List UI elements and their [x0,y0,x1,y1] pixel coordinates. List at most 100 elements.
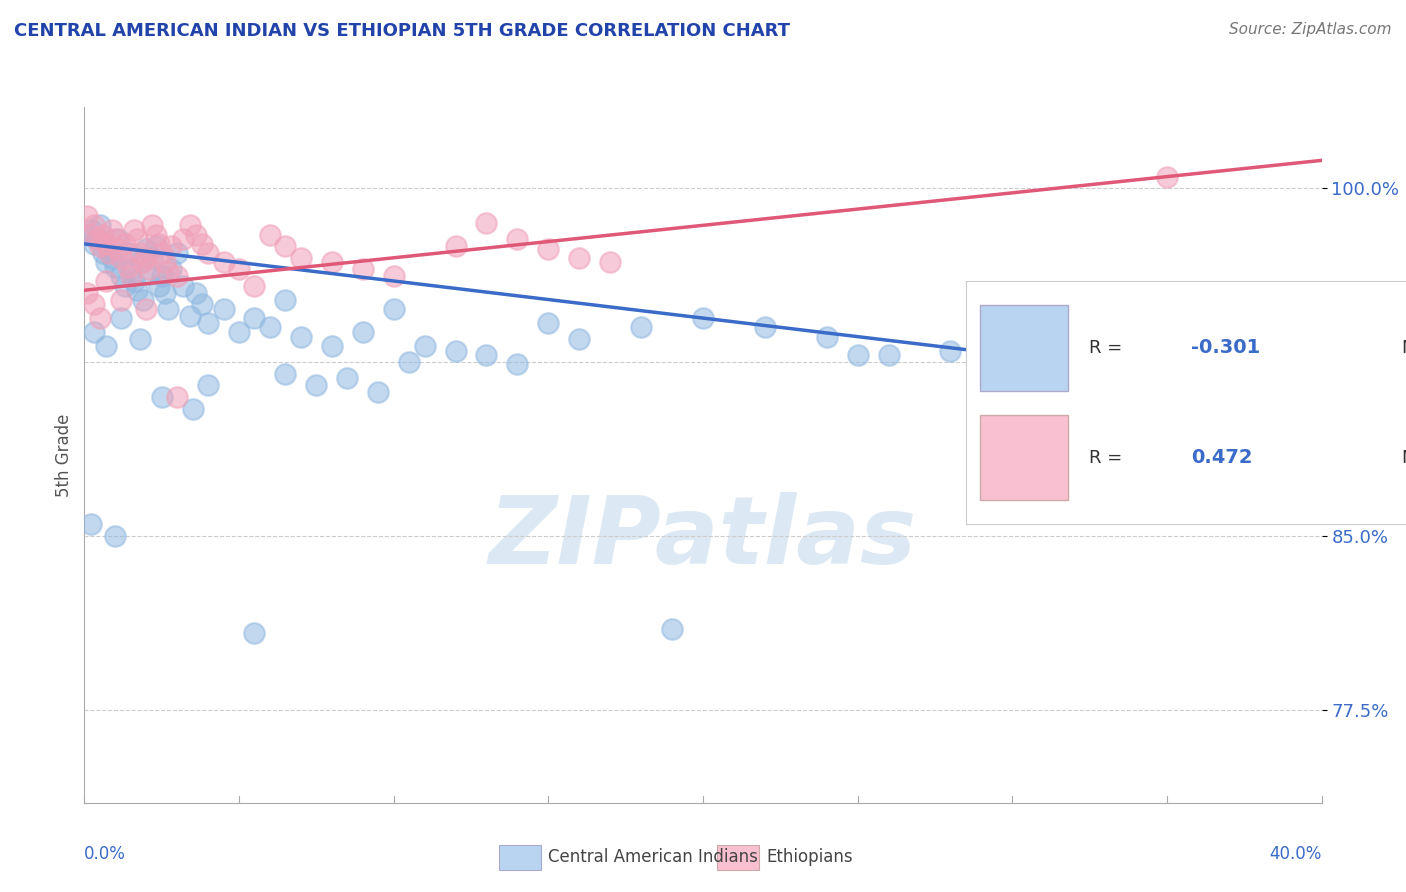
Point [243,626,266,640]
Point [1156,355,1178,369]
Point [475,348,498,362]
Point [444,343,467,358]
Point [98,246,121,260]
Point [692,311,714,326]
Point [117,260,139,274]
Point [1063,351,1085,365]
Point [367,385,389,400]
Point [172,278,194,293]
Point [1156,169,1178,184]
Point [79,223,101,237]
Point [1001,355,1024,369]
Point [94,339,117,353]
Point [145,227,167,242]
Point [83,297,105,311]
Point [166,246,188,260]
Point [184,227,207,242]
Point [179,219,201,233]
Point [290,251,312,265]
Point [83,236,105,251]
Point [877,348,900,362]
Point [125,232,148,246]
Point [153,285,176,300]
Point [132,293,155,307]
Point [754,320,776,334]
Point [506,358,529,372]
Bar [980,415,1067,500]
Text: -0.301: -0.301 [1191,338,1261,358]
Point [352,262,374,277]
Point [336,371,359,385]
Point [191,297,214,311]
Point [156,301,179,316]
Point [76,227,98,242]
Point [83,219,105,233]
Point [104,529,127,543]
Point [160,239,183,253]
Point [274,293,297,307]
Point [117,246,139,260]
Point [125,283,148,297]
Point [79,517,101,532]
Point [506,232,529,246]
Point [630,320,652,334]
Point [110,293,132,307]
Point [76,285,98,300]
Point [86,232,108,246]
Point [135,251,157,265]
Text: CENTRAL AMERICAN INDIAN VS ETHIOPIAN 5TH GRADE CORRELATION CHART: CENTRAL AMERICAN INDIAN VS ETHIOPIAN 5TH… [14,22,790,40]
Point [939,343,962,358]
Point [1218,339,1240,353]
Point [382,301,405,316]
Bar [980,305,1067,391]
Point [191,236,214,251]
Point [274,239,297,253]
Point [321,339,343,353]
Point [290,329,312,343]
Point [212,301,235,316]
Point [148,278,170,293]
Point [184,285,207,300]
Point [110,251,132,265]
Point [166,390,188,404]
Point [132,255,155,269]
Point [141,251,163,265]
Point [107,232,129,246]
Point [145,239,167,253]
Text: N =: N = [1402,339,1406,357]
Point [661,622,683,636]
Point [212,255,235,269]
Point [94,236,117,251]
Text: R =: R = [1090,449,1129,467]
Text: Ethiopians: Ethiopians [766,848,853,866]
Point [83,325,105,339]
Point [228,262,250,277]
Point [444,239,467,253]
Point [179,309,201,323]
Point [815,329,838,343]
Point [86,232,108,246]
Text: ZIPatlas: ZIPatlas [489,492,917,584]
Point [243,311,266,326]
Point [104,260,127,274]
Point [197,246,219,260]
Point [148,236,170,251]
Point [120,262,142,277]
Point [114,278,136,293]
Point [172,232,194,246]
Point [413,339,436,353]
Point [138,262,160,277]
Text: 0.0%: 0.0% [84,845,127,863]
Point [475,216,498,230]
Point [91,246,114,260]
Y-axis label: 5th Grade: 5th Grade [55,413,73,497]
Point [321,255,343,269]
Point [259,227,281,242]
Point [101,223,124,237]
Point [76,209,98,223]
Point [150,246,173,260]
Point [135,242,157,256]
Text: R =: R = [1090,339,1129,357]
Point [150,269,173,284]
Point [94,274,117,288]
